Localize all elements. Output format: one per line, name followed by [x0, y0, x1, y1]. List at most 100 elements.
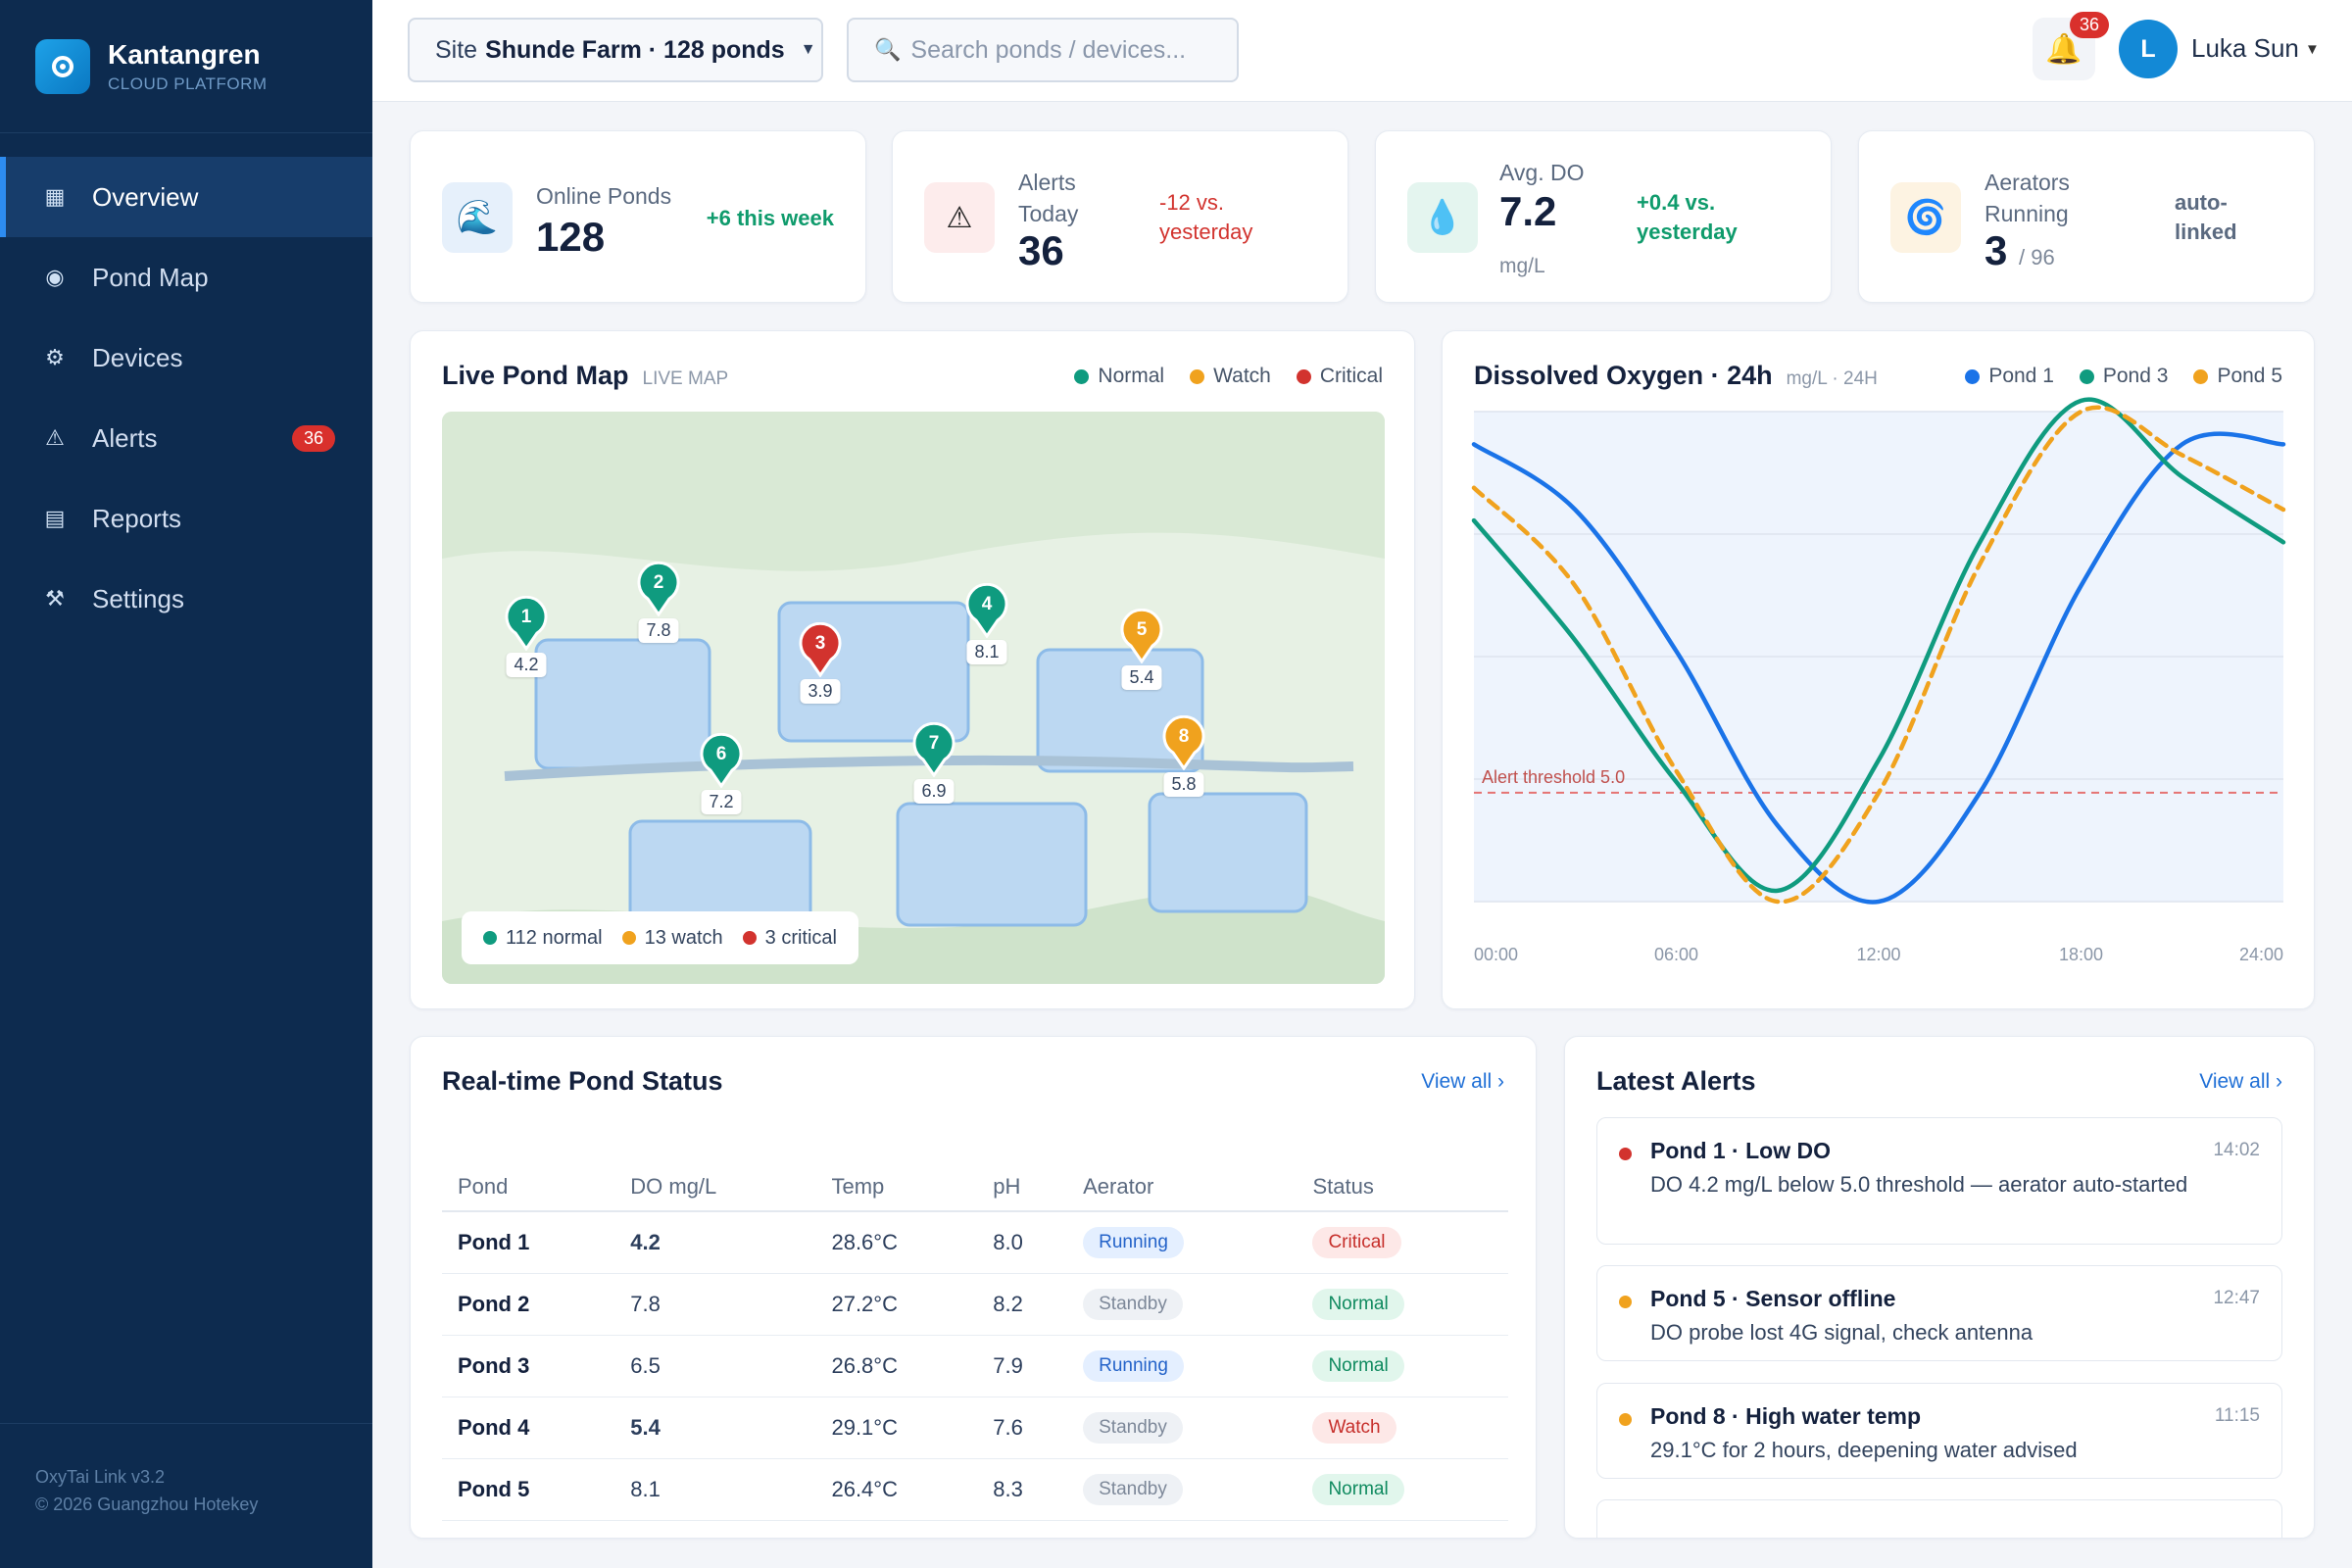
map-pin-value: 7.8: [638, 618, 679, 643]
sidebar-item-overview[interactable]: ▦ Overview: [0, 157, 372, 237]
card-title: Real-time Pond Status: [442, 1066, 723, 1096]
map-pin-icon: [1120, 608, 1163, 664]
table-row[interactable]: Pond 2 7.8 27.2°C 8.2 Standby Normal: [442, 1273, 1508, 1336]
table-row[interactable]: Pond 1 4.2 28.6°C 8.0 Running Critical: [442, 1211, 1508, 1274]
cell-temp: 27.2°C: [815, 1273, 978, 1336]
kpi-trend-line2: yesterday: [1637, 220, 1738, 244]
bell-icon: 🔔: [2045, 32, 2082, 66]
x-tick-label: 00:00: [1474, 945, 1518, 964]
aerator-badge[interactable]: Standby: [1083, 1473, 1183, 1505]
status-badge: Critical: [1312, 1226, 1401, 1258]
card-title: Live Pond Map LIVE MAP: [442, 361, 728, 391]
map-pin-number: 4: [981, 594, 993, 614]
legend-label: Pond 5: [2217, 365, 2282, 387]
search-placeholder: Search ponds / devices...: [910, 35, 1187, 64]
kpi-note-line1: auto-: [2175, 190, 2228, 215]
sidebar-item-devices[interactable]: ⚙ Devices: [0, 318, 372, 398]
search-input[interactable]: 🔍 Search ponds / devices...: [847, 18, 1239, 82]
cell-pond: Pond 3: [442, 1335, 615, 1397]
alert-title: Pond 1 · Low DO: [1650, 1138, 1831, 1163]
avatar[interactable]: L: [2119, 20, 2178, 78]
series-line-pond-5[interactable]: [1471, 405, 2286, 905]
kpi-trend: -12 vs. yesterday: [1159, 188, 1252, 247]
legend-label: Pond 1: [1988, 365, 2054, 387]
pond-area-8: [1148, 792, 1308, 913]
user-menu-chevron-icon[interactable]: ▼: [2305, 41, 2320, 58]
aerator-spiral-icon: 🌀: [1890, 182, 1961, 253]
alert-item-partial[interactable]: [1596, 1499, 2282, 1538]
kpi-unit: mg/L: [1499, 255, 1545, 277]
brand-name: Kantangren: [108, 38, 261, 70]
site-selector[interactable]: Site Shunde Farm · 128 ponds ▼: [408, 18, 823, 82]
map-pin-pond-4[interactable]: 4: [963, 582, 1010, 639]
view-all-link[interactable]: View all ›: [1421, 1070, 1504, 1093]
cell-pond: Pond 5: [442, 1458, 615, 1521]
alert-description: DO 4.2 mg/L below 5.0 threshold — aerato…: [1650, 1172, 2188, 1197]
sidebar-item-pond-map[interactable]: ◉ Pond Map: [0, 237, 372, 318]
map-pin-pond-5[interactable]: 5: [1118, 608, 1165, 664]
kpi-label-line1: Alerts: [1018, 170, 1076, 195]
cell-do: 8.1: [614, 1458, 816, 1521]
alert-title: Pond 8 · High water temp: [1650, 1403, 1922, 1429]
column-header: Temp: [815, 1162, 978, 1212]
map-pin-pond-2[interactable]: 2: [635, 561, 682, 617]
cell-ph: 8.0: [977, 1211, 1068, 1274]
legend-swatch: [1965, 368, 1981, 384]
map-pin-pond-6[interactable]: 6: [698, 732, 745, 789]
alert-item[interactable]: Pond 8 · High water temp 11:15 29.1°C for …: [1596, 1383, 2282, 1479]
alert-item[interactable]: Pond 5 · Sensor offline 12:47 DO probe los…: [1596, 1265, 2282, 1361]
map-pin-pond-1[interactable]: 1: [503, 595, 550, 652]
column-header: pH: [977, 1162, 1068, 1212]
kpi-trend: +0.4 vs. yesterday: [1637, 188, 1738, 247]
tools-icon: ⚒: [45, 586, 65, 611]
brand[interactable]: Kantangren CLOUD PLATFORM: [0, 0, 372, 133]
alert-item[interactable]: Pond 1 · Low DO 14:02 DO 4.2 mg/L below 5.…: [1596, 1117, 2282, 1245]
alert-time: 12:47: [2213, 1288, 2260, 1308]
kpi-value: 36: [1018, 227, 1064, 273]
alert-time: 14:02: [2213, 1140, 2260, 1160]
map-pin-icon: [700, 732, 743, 789]
column-header: DO mg/L: [614, 1162, 816, 1212]
pond-map[interactable]: 1 4.2 2 7.8 3 3.9 4 8.1 5 5.4 6 7.2 7 6.9 8 5.8 112 nor…: [442, 412, 1385, 984]
aerator-badge[interactable]: Running: [1083, 1226, 1184, 1258]
aerator-badge[interactable]: Standby: [1083, 1411, 1183, 1444]
kpi-label-line2: Today: [1018, 201, 1079, 226]
kpi-aerators[interactable]: 🌀 Aerators Running 3 / 96 auto- linked: [1858, 130, 2315, 303]
series-line-pond-3[interactable]: [1471, 397, 2286, 894]
do-line-chart[interactable]: Alert threshold 5.0 00:00 06:00 12:00 18:00 2…: [1443, 331, 2316, 1010]
cell-temp: 28.6°C: [815, 1211, 978, 1274]
map-pin-pond-3[interactable]: 3: [797, 621, 844, 678]
cell-aerator: Standby: [1067, 1396, 1298, 1459]
map-pin-value: 7.2: [701, 790, 742, 814]
sidebar: Kantangren CLOUD PLATFORM ▦ Overview ◉ Pond…: [0, 0, 372, 1568]
sidebar-item-label: Settings: [92, 583, 184, 613]
map-pin-icon: [799, 621, 842, 678]
target-icon: ◉: [45, 265, 65, 289]
summary-watch-text: 13 watch: [644, 926, 723, 949]
kpi-avg-do[interactable]: 💧 Avg. DO 7.2 mg/L +0.4 vs. yesterday: [1375, 130, 1832, 303]
map-pin-pond-8[interactable]: 8: [1160, 714, 1207, 771]
table-row[interactable]: Pond 4 5.4 29.1°C 7.6 Standby Watch: [442, 1396, 1508, 1459]
sidebar-item-settings[interactable]: ⚒ Settings: [0, 559, 372, 639]
kpi-alerts-today[interactable]: ⚠ Alerts Today 36 -12 vs. yesterday: [892, 130, 1348, 303]
view-all-link[interactable]: View all ›: [2199, 1070, 2282, 1093]
series-line-pond-1[interactable]: [1471, 431, 2286, 905]
table-header: Pond DO mg/L Temp pH Aerator Status: [442, 1162, 1508, 1212]
aerator-badge[interactable]: Running: [1083, 1349, 1184, 1382]
sidebar-item-alerts[interactable]: ⚠ Alerts 36: [0, 398, 372, 478]
notifications-button[interactable]: 🔔 36: [2033, 12, 2109, 80]
sidebar-item-reports[interactable]: ▤ Reports: [0, 478, 372, 559]
kpi-note: auto- linked: [2175, 188, 2237, 247]
cell-do: 6.5: [614, 1335, 816, 1397]
user-name[interactable]: Luka Sun: [2191, 33, 2299, 63]
table-row[interactable]: Pond 5 8.1 26.4°C 8.3 Standby Normal: [442, 1458, 1508, 1521]
threshold-label: Alert threshold 5.0: [1482, 767, 1625, 787]
kpi-online-ponds[interactable]: 🌊 Online Ponds 128 +6 this week: [410, 130, 866, 303]
table-row[interactable]: Pond 3 6.5 26.8°C 7.9 Running Normal: [442, 1335, 1508, 1397]
alert-time: 11:15: [2214, 1405, 2260, 1426]
map-pin-pond-7[interactable]: 7: [910, 721, 957, 778]
alert-description: 29.1°C for 2 hours, deepening water advi…: [1650, 1438, 2078, 1462]
site-value: Shunde Farm · 128 ponds: [485, 35, 785, 64]
aerator-badge[interactable]: Standby: [1083, 1288, 1183, 1320]
copyright: © 2026 Guangzhou Hotekey: [35, 1494, 259, 1514]
